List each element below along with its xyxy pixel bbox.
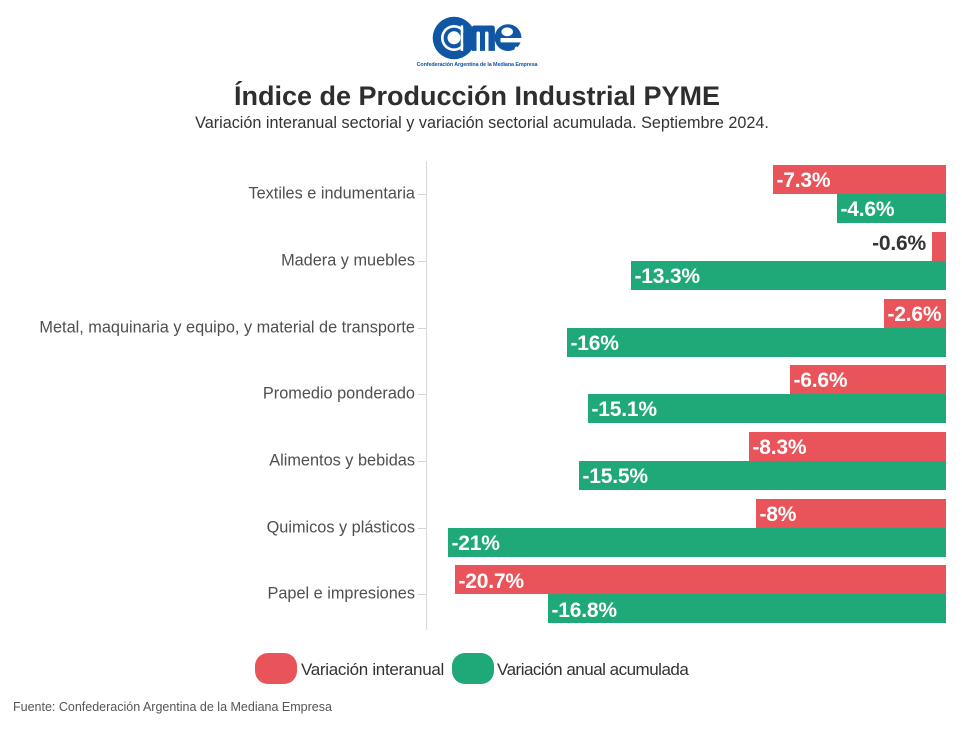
svg-text:Confederación Argentina de la: Confederación Argentina de la Mediana Em… [417,62,539,68]
